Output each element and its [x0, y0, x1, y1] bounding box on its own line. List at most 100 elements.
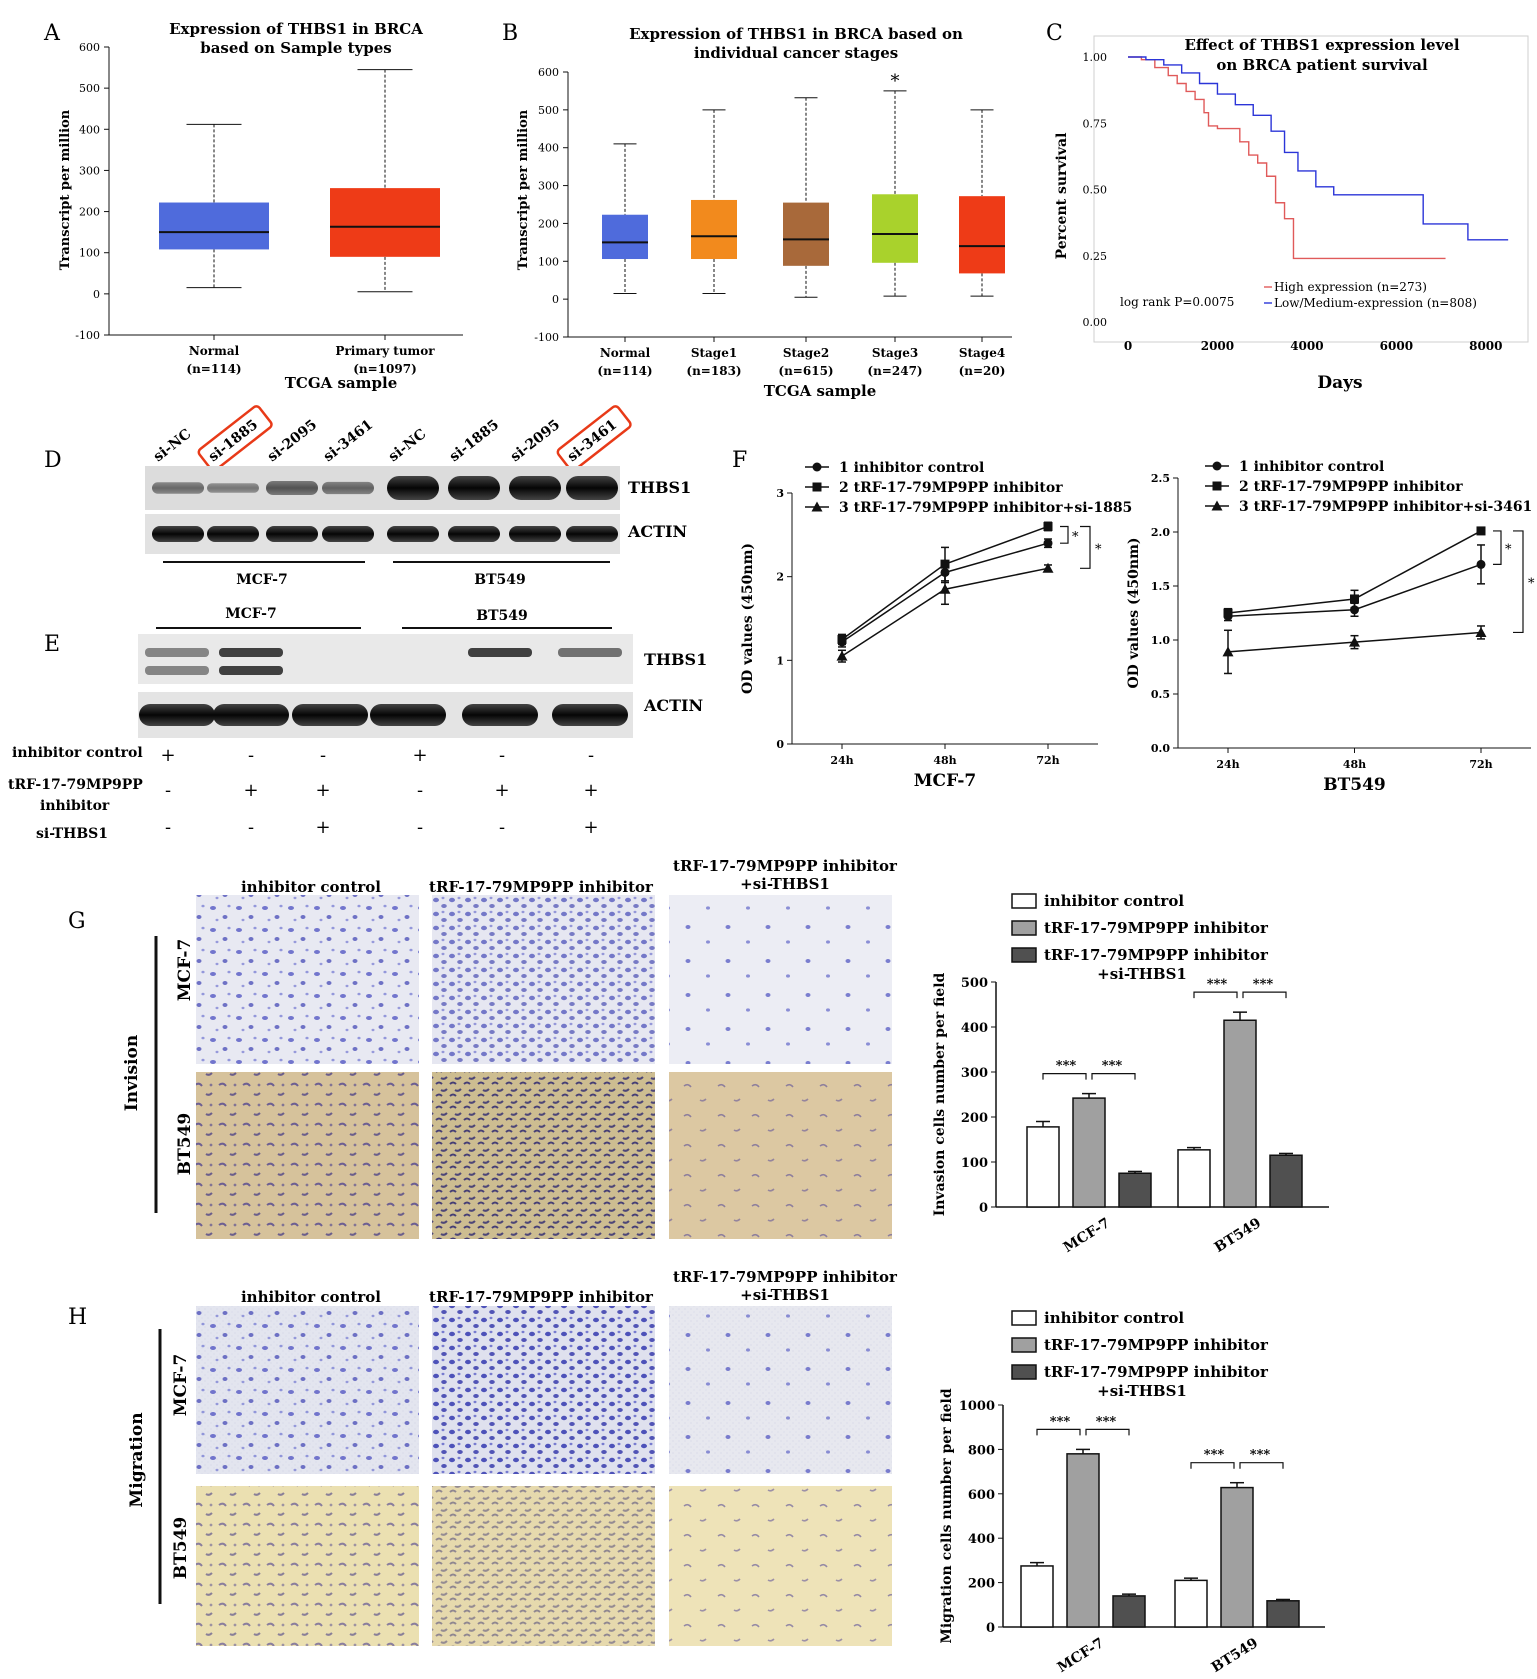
h-img-mcf7-inhibitor-cells	[432, 1306, 655, 1474]
x-tick-label: MCF-7	[1061, 1215, 1113, 1256]
chart-title: MCF-7	[914, 771, 977, 791]
band-thbs1-upper	[145, 648, 209, 657]
treatment-sign: -	[499, 745, 505, 766]
y-tick-label: 100	[961, 1156, 988, 1171]
marker-square	[1350, 594, 1359, 604]
treatment-sign: -	[588, 745, 594, 766]
y-tick-label: 1.0	[1151, 634, 1170, 647]
g-img-bt549-sithbs1-cells	[669, 1072, 892, 1239]
treatment-sign: +	[160, 745, 175, 766]
band-thbs1	[448, 476, 500, 500]
g-img-mcf7-inhibitor-cells	[432, 895, 655, 1064]
band-thbs1	[266, 480, 318, 496]
treatment-sign: -	[165, 780, 171, 801]
y-tick-label: 2.5	[1151, 472, 1170, 485]
bar	[1026, 1126, 1060, 1208]
x-tick-label: 48h	[933, 754, 956, 767]
marker-circle	[1476, 559, 1486, 569]
x-tick-label: 48h	[1343, 758, 1366, 771]
blot-d-label-thbs1: THBS1	[628, 478, 691, 497]
y-tick-label: 400	[538, 142, 559, 155]
sig-star: *	[1095, 542, 1102, 557]
y-tick-label: 200	[968, 1577, 995, 1592]
e-bt549-label: BT549	[476, 608, 527, 624]
e-row-label-control: inhibitor control	[12, 745, 143, 761]
legend-label: 3 tRF-17-79MP9PP inhibitor+si-1885	[839, 500, 1132, 516]
blot-e-label-actin: ACTIN	[643, 696, 703, 715]
blot-e-thbs1-bands	[145, 648, 622, 675]
box	[959, 196, 1005, 274]
y-tick-label: 1.5	[1151, 580, 1170, 593]
legend-label: tRF-17-79MP9PP inhibitor	[1044, 1363, 1269, 1381]
g-img-mcf7-sithbs1-cells	[669, 895, 892, 1064]
treatment-sign: -	[320, 745, 326, 766]
box	[330, 188, 440, 257]
panel-f-bt549-chart: 0.0 0.5 1.0 1.5 2.0 2.5 24h 48h 72h BT549 OD value…	[1126, 459, 1535, 795]
band-thbs1-upper	[558, 648, 622, 657]
blot-e-thbs1	[138, 634, 633, 684]
g-img-bt549-control-cells	[196, 1072, 419, 1239]
lane-label: si-1885	[447, 417, 503, 465]
sig-stars: ***	[1096, 1414, 1117, 1429]
blot-e-label-thbs1: THBS1	[644, 650, 707, 669]
band-thbs1	[207, 483, 259, 493]
sig-bracket	[1085, 1428, 1130, 1436]
marker-square	[812, 482, 822, 492]
panel-b: B Expression of THBS1 in BRCA based on i…	[502, 21, 1012, 400]
treatment-sign: -	[248, 745, 254, 766]
lane-label: si-NC	[386, 426, 430, 465]
legend-label: tRF-17-79MP9PP inhibitor	[1044, 919, 1269, 937]
x-tick-label: BT549	[1212, 1215, 1264, 1256]
y-tick-label: 400	[968, 1532, 995, 1547]
h-row-group-label: Migration	[127, 1412, 147, 1507]
band-thbs1	[322, 481, 374, 495]
sig-bracket	[1513, 530, 1524, 634]
marker-square	[837, 634, 847, 644]
bar	[1020, 1565, 1054, 1628]
g-col-title-1: inhibitor control	[241, 878, 381, 896]
y-tick-label: 2	[776, 571, 784, 584]
y-tick-label: 500	[538, 104, 559, 117]
panel-letter-b: B	[502, 21, 518, 46]
sig-bracket	[1091, 1073, 1136, 1080]
legend-label: inhibitor control	[1044, 892, 1184, 910]
panel-letter-a: A	[43, 21, 61, 46]
marker-triangle	[836, 650, 848, 661]
d-mcf7-label: MCF-7	[236, 572, 288, 588]
y-tick-label: 3	[776, 487, 784, 500]
x-tick-label: 24h	[830, 754, 853, 767]
lane-label: si-3461	[321, 417, 377, 465]
h-img-bt549-control-cells	[196, 1486, 419, 1646]
panel-a-xlabel: TCGA sample	[285, 374, 398, 392]
legend-swatch	[1011, 1337, 1037, 1353]
y-tick-label: 400	[79, 123, 100, 136]
legend-label: 2 tRF-17-79MP9PP inhibitor	[839, 480, 1063, 496]
band-actin	[552, 704, 628, 726]
panel-letter-h: H	[68, 1305, 87, 1330]
panel-a-title-1: Expression of THBS1 in BRCA	[169, 20, 423, 38]
legend-swatch	[1011, 1364, 1037, 1380]
band-actin	[266, 526, 318, 542]
y-tick-label: 100	[538, 255, 559, 268]
sig-bracket	[1239, 1462, 1284, 1469]
y-tick-label: 0.75	[1083, 117, 1108, 130]
y-tick-label: 400	[961, 1021, 988, 1036]
g-legend: inhibitor control tRF-17-79MP9PP inhibito…	[1011, 892, 1269, 983]
band-thbs1-upper	[219, 648, 283, 657]
bar	[1266, 1600, 1300, 1628]
sig-stars: ***	[1050, 1414, 1071, 1429]
panel-c-frame	[1093, 35, 1529, 343]
bar	[1066, 1453, 1100, 1628]
legend-label: 1 inhibitor control	[839, 460, 984, 476]
x-tick-label: 4000	[1290, 339, 1323, 353]
band-thbs1	[387, 476, 439, 500]
bar	[1220, 1486, 1254, 1628]
marker-square	[1476, 526, 1486, 536]
band-thbs1-lower	[145, 666, 209, 675]
sig-stars: ***	[1102, 1059, 1123, 1074]
panel-c-survival-plot: 1.00 0.75 0.50 0.25 0.00 0 2000 4000 6000 8000	[1083, 51, 1509, 353]
legend-swatch	[1011, 893, 1037, 909]
band-actin	[152, 526, 204, 542]
sig-bracket	[1190, 1462, 1235, 1469]
